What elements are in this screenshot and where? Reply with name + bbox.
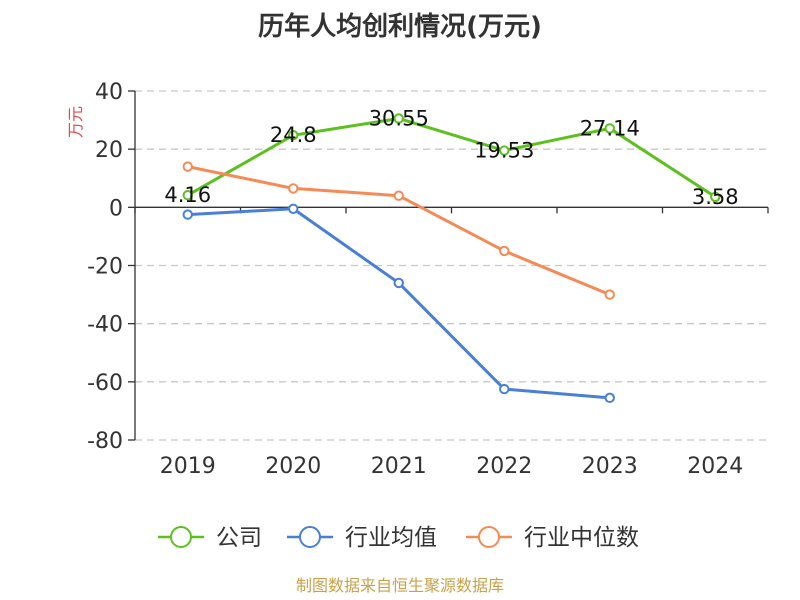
y-tick-label: 40 (95, 80, 123, 105)
x-tick-label: 2021 (371, 454, 427, 479)
x-tick-label: 2020 (265, 454, 321, 479)
x-tick-label: 2023 (582, 454, 638, 479)
y-tick-label: -80 (87, 429, 123, 454)
series-line-0 (187, 116, 717, 199)
data-point (604, 392, 615, 404)
legend-marker-icon (478, 526, 500, 548)
legend-marker-icon (299, 526, 321, 548)
x-tick-label: 2022 (476, 454, 532, 479)
y-tick-label: -40 (87, 313, 123, 338)
y-tick-label: 20 (95, 138, 123, 163)
legend-label: 公司 (216, 525, 262, 551)
data-point (499, 145, 510, 156)
source-note: 制图数据来自恒生聚源数据库 (296, 576, 504, 595)
grid-lines (135, 90, 768, 441)
series-lines (182, 113, 721, 404)
data-point (710, 191, 721, 203)
y-axis-unit-label: 万元 (66, 106, 85, 138)
series-line-2 (187, 165, 611, 296)
data-point (288, 203, 299, 214)
data-label: 3.58 (692, 185, 739, 209)
chart-title: 历年人均创利情况(万元) (258, 11, 542, 42)
data-label: 27.14 (580, 116, 640, 140)
y-tick-label: 0 (109, 196, 123, 221)
y-tick-label: -60 (87, 371, 123, 396)
data-label: 30.55 (369, 106, 429, 130)
legend-marker-icon (170, 526, 192, 548)
data-point (182, 209, 193, 220)
data-point (604, 289, 615, 300)
x-tick-label: 2024 (687, 454, 743, 479)
legend-label: 行业均值 (345, 525, 437, 551)
data-point (393, 113, 404, 124)
series-line-1 (187, 207, 610, 400)
data-label: 24.8 (270, 123, 317, 147)
legend: 公司 行业均值 行业中位数 (158, 525, 639, 551)
data-point (393, 190, 404, 201)
data-point (288, 183, 299, 194)
data-point (499, 383, 510, 395)
legend-label: 行业中位数 (524, 525, 639, 551)
y-tick-label: -20 (87, 255, 123, 280)
data-point (182, 190, 193, 201)
data-labels: 4.16 24.8 30.55 19.53 27.14 3.58 (164, 106, 738, 208)
data-label: 19.53 (474, 139, 534, 163)
data-point (182, 161, 193, 172)
data-point (604, 123, 615, 134)
data-label: 4.16 (164, 183, 211, 207)
data-point (288, 130, 299, 141)
x-tick-label: 2019 (160, 454, 216, 479)
data-point (393, 277, 404, 289)
axes: 40 20 0 -20 -40 -60 -80 2019 2020 2021 2022 2023 202… (87, 80, 769, 479)
data-point (499, 245, 510, 257)
